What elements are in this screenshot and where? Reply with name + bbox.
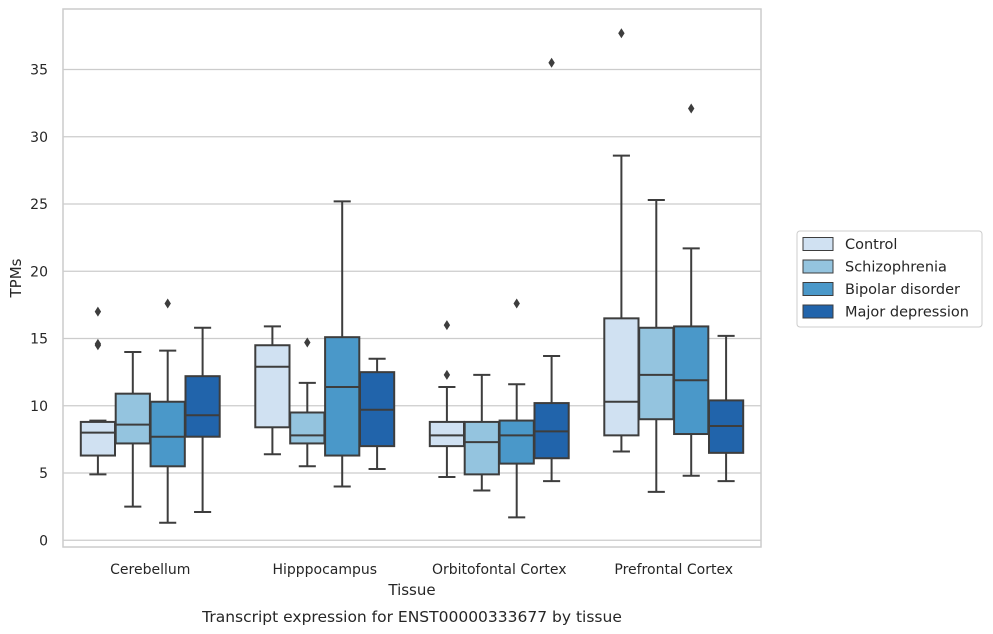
series-major-depression	[184, 57, 745, 514]
outlier-point	[94, 306, 102, 317]
y-tick-label: 20	[30, 264, 48, 280]
box	[673, 103, 710, 477]
box	[184, 326, 221, 514]
box-body	[254, 344, 291, 429]
series-bipolar-disorder	[149, 103, 710, 524]
legend-entry: Major depression	[845, 305, 969, 321]
x-tick-label: Prefrontal Cortex	[614, 562, 733, 578]
box	[114, 350, 151, 508]
outlier-point	[688, 103, 695, 114]
legend-swatch	[802, 237, 834, 251]
box-series	[79, 28, 745, 524]
box	[254, 325, 291, 456]
box-body	[428, 420, 466, 448]
y-tick-label: 10	[30, 399, 48, 415]
box	[707, 334, 745, 483]
box	[358, 357, 396, 470]
x-axis-label: Tissue	[387, 581, 435, 599]
y-tick-label: 0	[39, 533, 48, 549]
series-schizophrenia	[114, 198, 675, 508]
box-body	[79, 420, 117, 457]
outlier-point	[94, 338, 102, 349]
outlier-point	[443, 369, 451, 380]
box	[498, 298, 535, 519]
box-body	[463, 420, 500, 476]
legend-frame	[796, 230, 983, 328]
box	[533, 57, 570, 483]
outlier-point	[548, 57, 555, 68]
y-tick-label: 30	[30, 130, 48, 146]
outlier-point	[443, 320, 451, 331]
box	[638, 198, 675, 493]
y-tick-labels: 0 5 10 15 20 25 30 35	[30, 63, 48, 550]
box	[149, 298, 186, 524]
outlier-point	[618, 28, 625, 39]
y-tick-label: 35	[30, 63, 48, 79]
y-tick-label: 25	[30, 197, 48, 213]
legend-swatch	[802, 304, 834, 319]
outlier-point	[164, 298, 171, 309]
box-body	[114, 392, 151, 445]
plot-frame	[62, 8, 762, 548]
legend-entry: Bipolar disorder	[845, 282, 960, 298]
legend: Control Schizophrenia Bipolar disorder Majo…	[796, 230, 983, 328]
box	[603, 28, 640, 453]
y-tick-label: 15	[30, 332, 48, 348]
box	[289, 337, 326, 468]
box-body	[498, 419, 535, 465]
y-tick-label: 5	[39, 466, 48, 482]
y-axis-label: TPMs	[7, 258, 25, 298]
box	[428, 320, 466, 479]
legend-swatch	[802, 259, 834, 274]
legend-entry: Control	[845, 237, 897, 253]
series-control	[79, 28, 640, 479]
outlier-point	[513, 298, 520, 309]
box-body	[149, 400, 186, 468]
x-tick-labels: Cerebellum Hipppocampus Orbitofontal Corte…	[110, 562, 733, 578]
box	[463, 373, 500, 492]
box	[79, 306, 117, 476]
legend-entry: Schizophrenia	[845, 260, 947, 276]
box	[324, 200, 361, 488]
box-body	[324, 336, 361, 457]
outlier-point	[304, 337, 311, 348]
box-body	[184, 375, 221, 438]
figure-caption: Transcript expression for ENST0000033367…	[201, 608, 622, 626]
x-tick-label: Cerebellum	[110, 562, 190, 578]
x-tick-label: Orbitofontal Cortex	[432, 562, 567, 578]
box-body	[289, 411, 326, 445]
x-tick-label: Hipppocampus	[272, 562, 377, 578]
box-body	[638, 326, 675, 421]
legend-swatch	[802, 282, 834, 296]
box-body	[603, 317, 640, 437]
